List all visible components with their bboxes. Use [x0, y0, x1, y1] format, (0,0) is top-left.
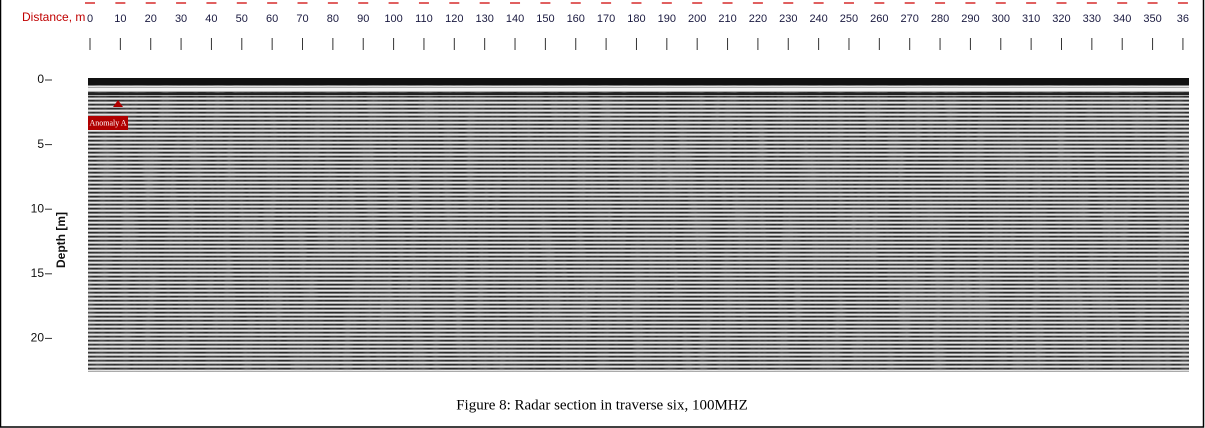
x-tick-label: 120	[445, 13, 463, 25]
x-tick-label: 10	[114, 13, 126, 25]
x-tick-label: 130	[475, 13, 493, 25]
x-tick-label: 170	[597, 13, 615, 25]
x-tick-label: 190	[658, 13, 676, 25]
x-tick-label: 140	[506, 13, 524, 25]
x-tick-label: 260	[870, 13, 888, 25]
x-tick-label: 310	[1022, 13, 1040, 25]
x-tick-label: 200	[688, 13, 706, 25]
caption: Figure 8: Radar section in traverse six,…	[456, 397, 748, 413]
y-tick-label: 0	[37, 72, 44, 86]
x-tick-label: 350	[1143, 13, 1161, 25]
x-tick-label: 280	[931, 13, 949, 25]
radar-image	[88, 78, 1189, 372]
x-tick-label: 40	[205, 13, 217, 25]
annotation: Anomaly A	[89, 118, 126, 127]
radar-noise	[88, 80, 1189, 372]
x-axis-label: Distance, m	[22, 10, 85, 24]
radar-surface	[88, 78, 1189, 85]
x-tick-label: 60	[266, 13, 278, 25]
x-tick-label: 90	[357, 13, 369, 25]
y-axis-label: Depth [m]	[54, 212, 68, 268]
x-tick-label: 100	[384, 13, 402, 25]
x-tick-label: 230	[779, 13, 797, 25]
x-tick-label: 180	[627, 13, 645, 25]
x-tick-label: 330	[1083, 13, 1101, 25]
x-tick-label: 20	[145, 13, 157, 25]
y-tick-label: 15	[31, 266, 45, 280]
x-tick-label: 70	[296, 13, 308, 25]
radar-surface-band	[88, 88, 1189, 91]
x-tick-label: 290	[961, 13, 979, 25]
x-tick-label: 250	[840, 13, 858, 25]
y-tick-label: 20	[31, 331, 45, 345]
x-tick-label: 300	[992, 13, 1010, 25]
x-tick-label: 80	[327, 13, 339, 25]
x-tick-label: 220	[749, 13, 767, 25]
x-tick-label: 150	[536, 13, 554, 25]
x-tick-label: 110	[415, 13, 433, 25]
x-tick-label: 160	[567, 13, 585, 25]
x-tick-label: 240	[809, 13, 827, 25]
x-tick-label: 340	[1113, 13, 1131, 25]
anomaly-box	[88, 116, 128, 130]
x-tick-label: 36	[1177, 13, 1189, 25]
y-tick-label: 5	[37, 137, 44, 151]
x-tick-label: 210	[718, 13, 736, 25]
y-tick-label: 10	[31, 201, 45, 215]
x-tick-label: 270	[901, 13, 919, 25]
x-tick-label: 0	[87, 13, 93, 25]
x-tick-label: 30	[175, 13, 187, 25]
radar-surface-band	[88, 93, 1189, 95]
x-tick-label: 320	[1052, 13, 1070, 25]
x-tick-label: 50	[236, 13, 248, 25]
anomaly-marker	[113, 100, 123, 107]
